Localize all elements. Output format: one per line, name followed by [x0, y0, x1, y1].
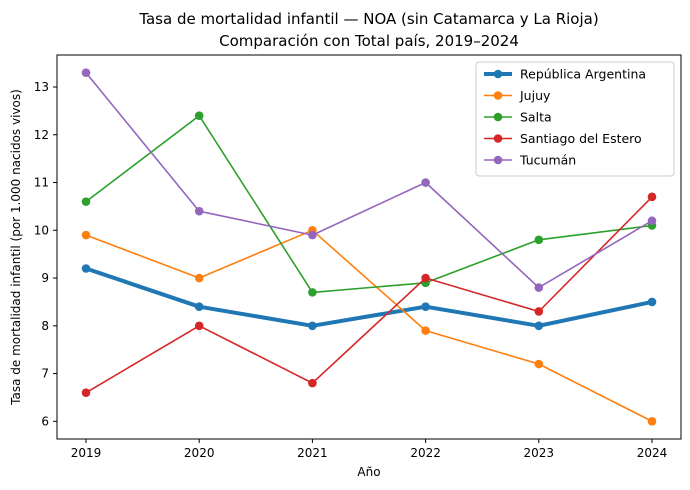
legend-marker — [493, 155, 503, 165]
series-3 — [81, 192, 657, 397]
data-point — [81, 264, 91, 273]
data-point — [421, 178, 430, 187]
legend-item: Jujuy — [484, 88, 551, 103]
data-point — [194, 302, 204, 312]
data-point — [647, 297, 657, 307]
data-point — [647, 417, 657, 426]
data-point — [81, 230, 91, 240]
legend-label: Salta — [520, 110, 552, 125]
y-tick-label: 11 — [34, 176, 49, 190]
legend-label: Santiago del Estero — [520, 131, 642, 146]
data-point — [308, 230, 317, 240]
data-point — [534, 283, 544, 292]
series-0 — [81, 264, 657, 331]
series-line — [85, 266, 653, 328]
chart-title: Tasa de mortalidad infantil — NOA (sin C… — [138, 10, 598, 28]
legend-marker — [493, 134, 503, 143]
data-point — [308, 321, 317, 331]
series-1 — [81, 225, 657, 426]
legend-item: Tucumán — [484, 153, 576, 168]
y-tick-label: 7 — [41, 367, 49, 381]
data-point — [194, 273, 204, 283]
legend-marker — [493, 112, 503, 122]
plot-frame — [56, 54, 682, 440]
legend-label: Tucumán — [519, 153, 576, 168]
series-4 — [81, 68, 657, 292]
legend-box — [475, 61, 675, 177]
x-tick-label: 2020 — [184, 446, 215, 460]
data-point — [534, 307, 544, 316]
data-point — [194, 111, 204, 120]
data-point — [194, 206, 204, 216]
data-point — [534, 321, 544, 331]
series-line — [85, 114, 653, 294]
legend-marker — [493, 91, 503, 100]
legend-marker — [493, 69, 503, 79]
legend: República Argentina Jujuy Salta Santiago de… — [475, 61, 675, 177]
series-lines — [81, 68, 657, 426]
y-axis-label: Tasa de mortalidad infantil (por 1.000 n… — [9, 89, 23, 406]
axis-ticks: 2019 2020 2021 2022 2023 2024 6 7 8 9 10 11 12 13 — [34, 80, 668, 460]
y-tick-label: 9 — [41, 271, 49, 285]
series-line — [85, 229, 653, 423]
legend-label: Jujuy — [519, 88, 551, 103]
y-tick-label: 6 — [41, 414, 49, 428]
data-point — [534, 235, 544, 245]
legend-item: República Argentina — [484, 67, 646, 82]
series-line — [85, 72, 653, 289]
data-point — [81, 68, 91, 77]
legend-item: Santiago del Estero — [484, 131, 642, 146]
data-point — [81, 388, 91, 397]
y-tick-label: 13 — [34, 80, 49, 94]
series-line — [85, 196, 653, 394]
data-point — [647, 216, 657, 226]
x-tick-label: 2021 — [297, 446, 328, 460]
y-tick-label: 12 — [34, 128, 49, 142]
x-tick-label: 2022 — [410, 446, 441, 460]
y-tick-label: 10 — [34, 223, 49, 237]
data-point — [534, 359, 544, 369]
data-point — [421, 302, 430, 312]
chart-subtitle: Comparación con Total país, 2019–2024 — [219, 32, 519, 50]
x-tick-label: 2024 — [637, 446, 668, 460]
legend-label: República Argentina — [520, 67, 646, 82]
data-point — [421, 326, 430, 335]
data-point — [81, 197, 91, 206]
legend-item: Salta — [484, 110, 552, 125]
x-tick-label: 2023 — [524, 446, 555, 460]
y-tick-label: 8 — [41, 319, 49, 333]
data-point — [647, 192, 657, 202]
data-point — [421, 273, 430, 283]
data-point — [194, 321, 204, 331]
x-axis-label: Año — [357, 465, 380, 479]
data-point — [308, 288, 317, 297]
data-point — [308, 378, 317, 388]
x-tick-label: 2019 — [71, 446, 102, 460]
